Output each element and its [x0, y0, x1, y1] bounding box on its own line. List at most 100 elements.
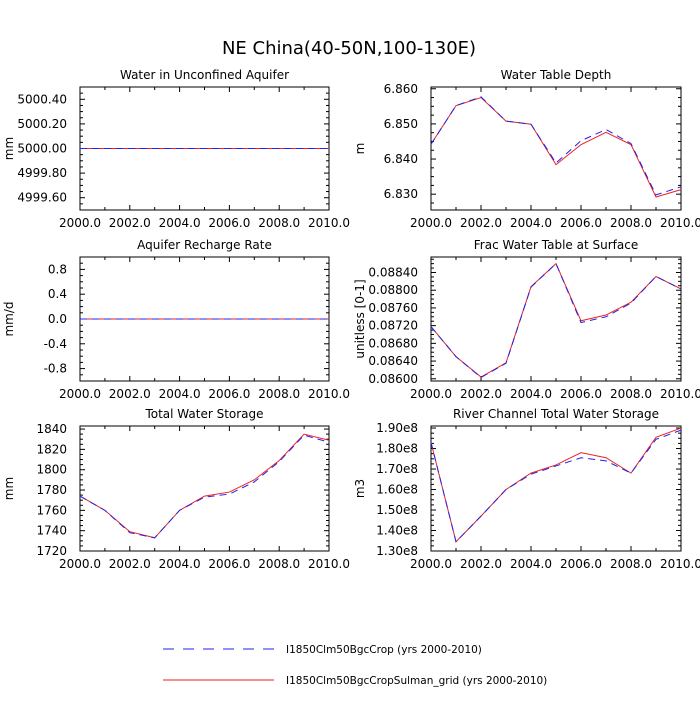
- panel-title: Aquifer Recharge Rate: [137, 238, 272, 252]
- x-tick-label: 2000.0: [410, 557, 452, 571]
- legend: I1850Clm50BgcCrop (yrs 2000-2010) I1850C…: [163, 644, 547, 687]
- x-tick-label: 2004.0: [510, 216, 552, 230]
- y-tick-label: 1780: [36, 483, 67, 497]
- y-tick-label: 1.90e8: [376, 421, 418, 435]
- panel-title: Water in Unconfined Aquifer: [120, 68, 289, 82]
- y-tick-label: 0.08840: [368, 266, 418, 280]
- x-tick-label: 2000.0: [410, 216, 452, 230]
- x-tick-label: 2010.0: [308, 387, 350, 401]
- series-line-dashed: [430, 429, 682, 543]
- x-tick-label: 2008.0: [610, 557, 652, 571]
- x-tick-label: 2002.0: [109, 216, 151, 230]
- y-axis-label: m: [353, 143, 367, 155]
- y-tick-label: 4999.80: [17, 166, 67, 180]
- x-tick-label: 2006.0: [208, 387, 250, 401]
- y-tick-label: 1.60e8: [376, 483, 418, 497]
- y-tick-label: 0.0: [48, 312, 67, 326]
- series-line-solid: [430, 262, 682, 378]
- y-axis-label: unitless [0-1]: [353, 279, 367, 358]
- x-tick-label: 2004.0: [510, 387, 552, 401]
- x-tick-label: 2000.0: [59, 216, 101, 230]
- y-tick-label: 1.70e8: [376, 462, 418, 476]
- y-axis-label: mm/d: [2, 301, 16, 336]
- y-tick-label: 1.30e8: [376, 544, 418, 558]
- panel-4: Total Water Storage mm 2000.0 2002.0 2004.0 2…: [2, 407, 350, 571]
- x-tick-label: 2006.0: [560, 387, 602, 401]
- x-tick-label: 2004.0: [159, 557, 201, 571]
- y-tick-label: 0.08720: [368, 319, 418, 333]
- x-tick-label: 2006.0: [208, 216, 250, 230]
- series-line-dashed: [430, 96, 682, 196]
- y-tick-label: 0.4: [48, 287, 67, 301]
- legend-label-1: I1850Clm50BgcCropSulman_grid (yrs 2000-2…: [286, 675, 547, 687]
- panels: Water in Unconfined Aquifer mm 2000.0 2002.…: [2, 68, 700, 571]
- panel-title: River Channel Total Water Storage: [453, 407, 659, 421]
- x-tick-label: 2002.0: [460, 387, 502, 401]
- y-tick-label: 6.840: [384, 152, 418, 166]
- panel-3: Frac Water Table at Surface unitless [0-1…: [353, 238, 700, 401]
- y-tick-label: 5000.20: [17, 117, 67, 131]
- x-tick-label: 2002.0: [460, 557, 502, 571]
- plot-frame: [430, 425, 682, 552]
- panel-0: Water in Unconfined Aquifer mm 2000.0 2002.…: [2, 68, 350, 230]
- y-tick-label: 0.08760: [368, 301, 418, 315]
- panel-2: Aquifer Recharge Rate mm/d 2000.0 2002.0 200…: [2, 238, 350, 401]
- x-tick-label: 2008.0: [258, 557, 300, 571]
- y-tick-label: 1800: [36, 463, 67, 477]
- x-tick-label: 2008.0: [610, 216, 652, 230]
- series-line-solid: [430, 96, 682, 198]
- y-tick-label: 6.850: [384, 117, 418, 131]
- panel-title: Total Water Storage: [144, 407, 263, 421]
- y-tick-label: 1.50e8: [376, 503, 418, 517]
- x-tick-label: 2004.0: [159, 387, 201, 401]
- y-tick-label: 1840: [36, 422, 67, 436]
- x-tick-label: 2002.0: [460, 216, 502, 230]
- x-tick-label: 2006.0: [208, 557, 250, 571]
- plot-frame: [430, 86, 682, 211]
- y-tick-label: 1720: [36, 544, 67, 558]
- x-tick-label: 2000.0: [59, 387, 101, 401]
- x-tick-label: 2010.0: [308, 557, 350, 571]
- x-tick-label: 2010.0: [660, 216, 700, 230]
- x-tick-label: 2004.0: [159, 216, 201, 230]
- y-tick-label: 4999.60: [17, 191, 67, 205]
- y-tick-label: 6.830: [384, 187, 418, 201]
- y-tick-label: 0.8: [48, 262, 67, 276]
- y-tick-label: 6.860: [384, 82, 418, 96]
- x-tick-label: 2010.0: [660, 387, 700, 401]
- series-line-solid: [430, 427, 682, 543]
- x-tick-label: 2002.0: [109, 387, 151, 401]
- x-tick-label: 2008.0: [258, 216, 300, 230]
- y-tick-label: 1.40e8: [376, 524, 418, 538]
- y-tick-label: 0.08800: [368, 283, 418, 297]
- x-tick-label: 2006.0: [560, 216, 602, 230]
- x-tick-label: 2004.0: [510, 557, 552, 571]
- series-line-dashed: [79, 434, 330, 539]
- x-tick-label: 2000.0: [410, 387, 452, 401]
- y-tick-label: 1.80e8: [376, 442, 418, 456]
- x-tick-label: 2006.0: [560, 557, 602, 571]
- series-line-solid: [79, 433, 330, 539]
- plot-frame: [430, 256, 682, 382]
- legend-label-0: I1850Clm50BgcCrop (yrs 2000-2010): [286, 644, 482, 656]
- panel-1: Water Table Depth m 2000.0 2002.0 2004.0 2006…: [353, 68, 700, 230]
- x-tick-label: 2002.0: [109, 557, 151, 571]
- x-tick-label: 2010.0: [308, 216, 350, 230]
- y-tick-label: 0.08640: [368, 354, 418, 368]
- y-tick-label: 1740: [36, 524, 67, 538]
- x-tick-label: 2008.0: [610, 387, 652, 401]
- y-tick-label: 5000.40: [17, 92, 67, 106]
- figure-title: NE China(40-50N,100-130E): [222, 38, 476, 59]
- y-axis-label: m3: [353, 479, 367, 498]
- panel-5: River Channel Total Water Storage m3 2000.…: [353, 407, 700, 571]
- panel-title: Frac Water Table at Surface: [474, 238, 638, 252]
- y-tick-label: 5000.00: [17, 142, 67, 156]
- y-tick-label: 0.08680: [368, 336, 418, 350]
- y-tick-label: -0.8: [44, 362, 67, 376]
- y-axis-label: mm: [2, 477, 16, 500]
- x-tick-label: 2000.0: [59, 557, 101, 571]
- y-tick-label: 1760: [36, 503, 67, 517]
- y-tick-label: -0.4: [44, 337, 67, 351]
